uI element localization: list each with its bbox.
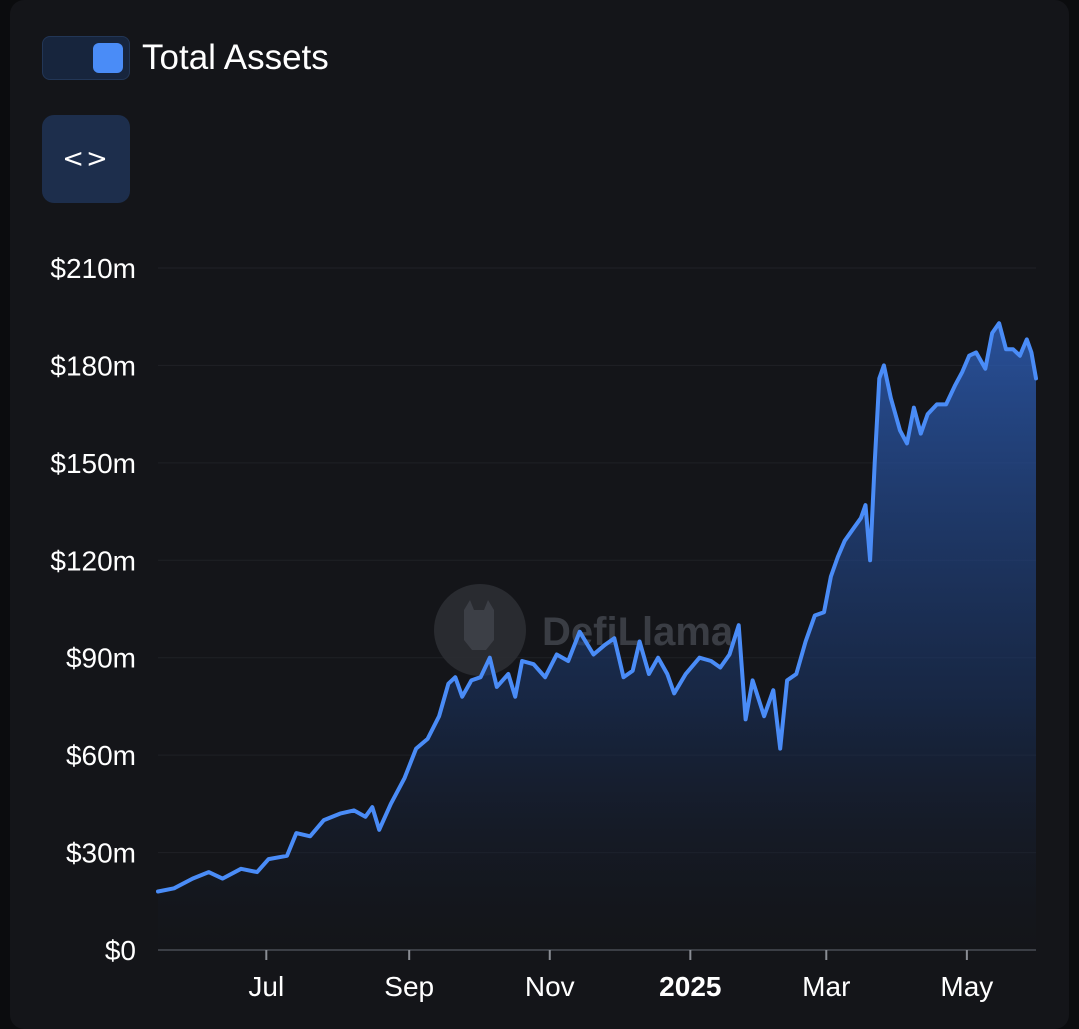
legend-swatch [93, 43, 123, 73]
area-series [156, 321, 1038, 950]
y-tick-label: $60m [66, 740, 136, 771]
area-fill-total-assets [158, 323, 1036, 950]
series-line-total-assets [156, 321, 1038, 894]
y-tick-label: $180m [50, 350, 136, 381]
x-tick-label: Nov [525, 971, 575, 1002]
code-icon: <> [62, 144, 110, 174]
x-tick-label: 2025 [659, 971, 721, 1002]
x-tick-label: Sep [384, 971, 434, 1002]
y-tick-label: $30m [66, 838, 136, 869]
y-tick-label: $0 [105, 935, 136, 966]
legend-label: Total Assets [142, 38, 329, 77]
embed-code-button[interactable]: <> [42, 115, 130, 203]
y-tick-label: $150m [50, 448, 136, 479]
x-tick-label: May [940, 971, 993, 1002]
legend-toggle-total-assets[interactable] [42, 36, 130, 80]
y-tick-label: $210m [50, 253, 136, 284]
axes: $0 $30m $60m $90m $120m $150m $180m $210m Jul Sep… [50, 253, 1036, 1002]
x-tick-label: Mar [802, 971, 850, 1002]
y-tick-label: $90m [66, 643, 136, 674]
watermark-llama-icon [464, 600, 494, 650]
x-tick-label: Jul [248, 971, 284, 1002]
y-tick-label: $120m [50, 545, 136, 576]
